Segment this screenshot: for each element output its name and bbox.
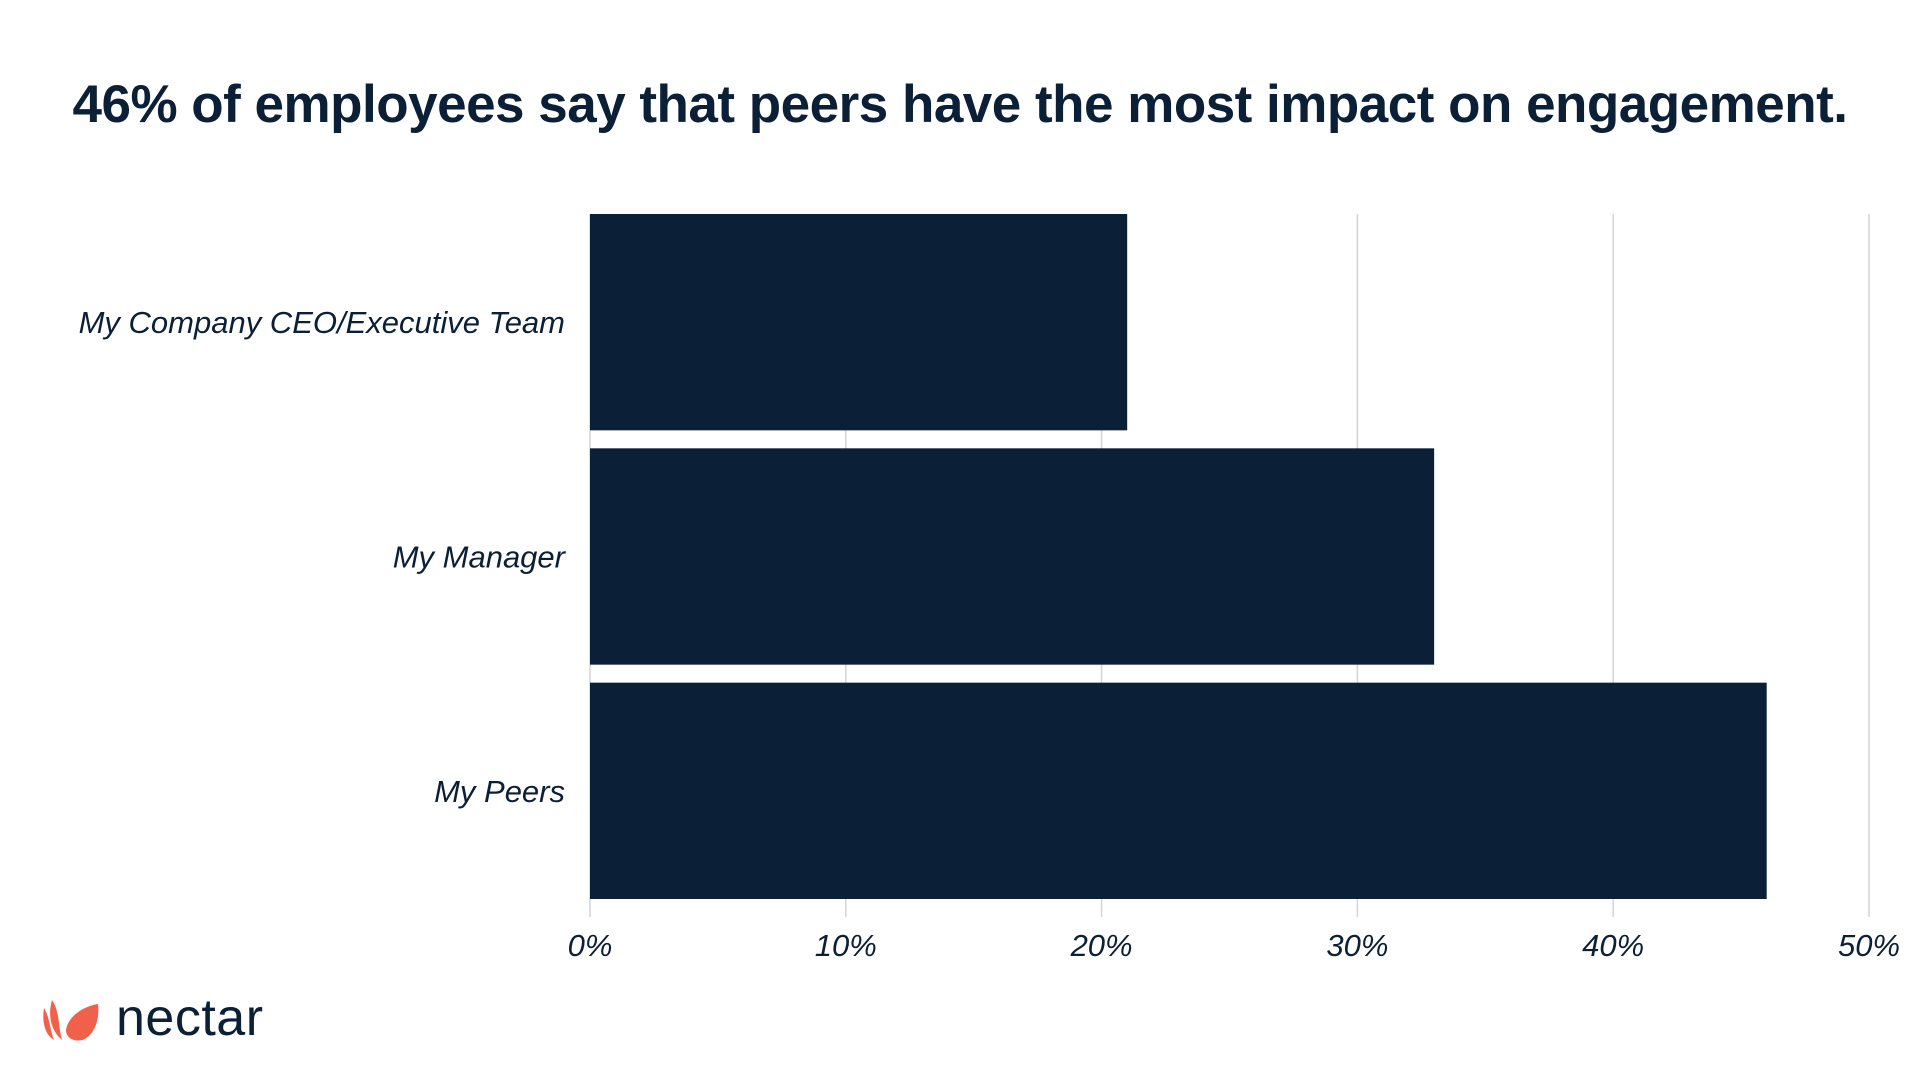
x-tick-label: 20% bbox=[1070, 928, 1133, 963]
bar bbox=[590, 682, 1767, 899]
category-label: My Company CEO/Executive Team bbox=[79, 305, 565, 340]
x-tick-label: 50% bbox=[1838, 928, 1900, 963]
x-tick-label: 30% bbox=[1326, 928, 1388, 963]
logo-text: nectar bbox=[116, 989, 264, 1047]
nectar-logo: nectar bbox=[40, 990, 264, 1046]
bar bbox=[590, 448, 1435, 665]
bar bbox=[590, 214, 1128, 431]
category-label: My Manager bbox=[393, 540, 567, 575]
category-label: My Peers bbox=[434, 774, 565, 809]
bars bbox=[590, 214, 1767, 899]
category-labels: My Company CEO/Executive Team My Manager M… bbox=[79, 305, 567, 809]
x-axis-ticks: 0% 10% 20% 30% 40% 50% bbox=[568, 928, 1900, 963]
x-tick-label: 40% bbox=[1582, 928, 1644, 963]
x-tick-label: 10% bbox=[815, 928, 877, 963]
nectar-petals-icon bbox=[43, 1000, 99, 1041]
chart-title: 46% of employees say that peers have the… bbox=[72, 75, 1848, 134]
x-tick-label: 0% bbox=[568, 928, 613, 963]
